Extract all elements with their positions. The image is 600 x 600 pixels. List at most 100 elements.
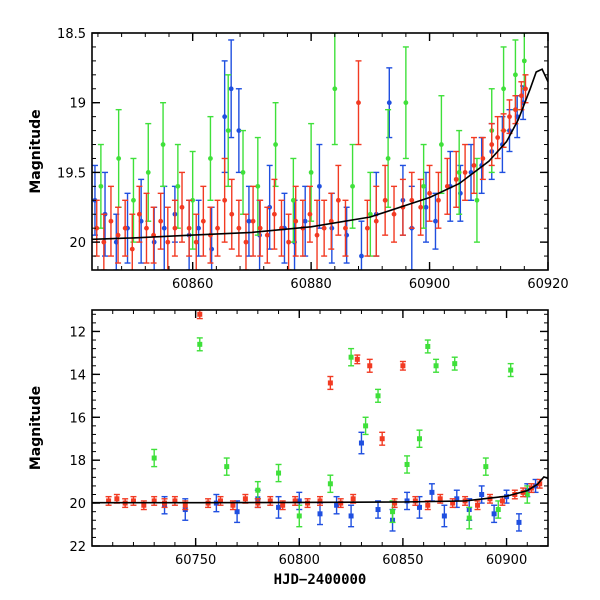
data-point — [200, 218, 206, 224]
data-point — [172, 498, 178, 504]
bottom-y-axis-label: Magnitude — [28, 386, 44, 470]
data-point — [317, 498, 323, 504]
data-point — [350, 496, 356, 502]
data-point — [273, 142, 278, 147]
bottom-x-axis-label: HJD−2400000 — [274, 572, 367, 588]
data-point — [190, 197, 196, 203]
data-point — [471, 163, 477, 168]
data-point — [437, 496, 443, 502]
data-point — [474, 197, 480, 203]
data-point — [350, 183, 355, 189]
data-point — [412, 498, 418, 504]
data-point — [416, 436, 422, 442]
data-point — [495, 507, 501, 513]
data-point — [523, 86, 528, 92]
data-point — [115, 232, 121, 238]
data-point — [193, 239, 199, 245]
data-point — [296, 513, 302, 519]
data-point — [348, 513, 354, 519]
data-point — [400, 363, 406, 369]
y-tick-label: 16 — [69, 411, 86, 426]
data-point — [222, 197, 228, 203]
data-point — [513, 107, 518, 113]
data-point — [255, 487, 261, 493]
data-point — [495, 135, 501, 140]
data-point — [423, 204, 429, 210]
data-point — [108, 218, 114, 224]
data-point — [480, 156, 486, 161]
data-point — [491, 511, 497, 517]
data-point — [499, 498, 505, 504]
data-point — [367, 363, 373, 369]
data-point — [354, 356, 360, 362]
data-point — [409, 197, 415, 203]
top-y-axis-label: Magnitude — [28, 109, 44, 193]
data-point — [222, 114, 228, 120]
data-point — [197, 311, 203, 317]
plot-area-0 — [92, 33, 548, 270]
data-point — [255, 183, 261, 189]
top-panel: 60860 60880 60900 60920 18.5 19 19.5 20 Magnitud… — [28, 27, 569, 292]
y-tick-label: 19 — [69, 97, 86, 112]
data-point — [516, 519, 522, 525]
bottom-panel: HJD−2400000 60750 60800 60850 60900 12 14 16 18… — [28, 309, 549, 588]
data-point — [151, 455, 157, 461]
data-point — [296, 498, 302, 504]
data-point — [267, 498, 273, 504]
data-point — [444, 183, 450, 189]
data-point — [373, 218, 379, 224]
y-tick-label: 19.5 — [57, 166, 86, 181]
data-point — [367, 211, 373, 217]
data-point — [114, 496, 120, 502]
data-point — [466, 515, 472, 521]
data-point — [334, 502, 340, 508]
data-point — [441, 513, 447, 519]
y-tick-label: 20 — [69, 236, 86, 251]
series-1 — [97, 33, 528, 257]
data-point — [518, 93, 524, 99]
data-point — [250, 218, 256, 224]
y-tick-label: 14 — [69, 368, 86, 383]
model-curve — [92, 475, 548, 504]
data-point — [328, 218, 334, 224]
data-point — [358, 440, 364, 446]
x-tick-label: 60860 — [172, 277, 213, 292]
data-point — [307, 211, 313, 217]
data-point — [179, 204, 185, 210]
data-point — [521, 58, 527, 64]
data-point — [172, 225, 178, 231]
data-point — [425, 343, 431, 349]
series-2 — [93, 60, 529, 270]
data-point — [427, 190, 432, 196]
data-point — [421, 183, 427, 189]
data-point — [218, 498, 224, 504]
data-point — [98, 183, 104, 189]
plot-area-1 — [92, 310, 548, 532]
data-point — [436, 197, 441, 203]
data-point — [130, 498, 136, 504]
data-point — [385, 156, 391, 161]
data-point — [236, 128, 242, 133]
data-point — [356, 100, 361, 106]
data-point — [101, 239, 107, 245]
data-point — [257, 225, 263, 231]
x-tick-label: 60900 — [409, 277, 450, 292]
data-point — [450, 500, 456, 506]
data-point — [136, 211, 142, 217]
data-point — [276, 470, 282, 476]
data-point — [425, 502, 431, 508]
data-point — [359, 253, 364, 259]
data-point — [122, 225, 128, 231]
data-point — [228, 86, 234, 92]
data-point — [242, 496, 248, 502]
data-point — [151, 498, 157, 504]
data-point — [215, 225, 220, 231]
data-point — [501, 128, 506, 133]
data-point — [106, 498, 112, 504]
model-curve — [92, 68, 548, 241]
x-tick-label: 60880 — [290, 277, 331, 292]
data-point — [537, 481, 543, 487]
data-point — [272, 211, 277, 217]
x-tick-label: 60900 — [486, 553, 527, 568]
